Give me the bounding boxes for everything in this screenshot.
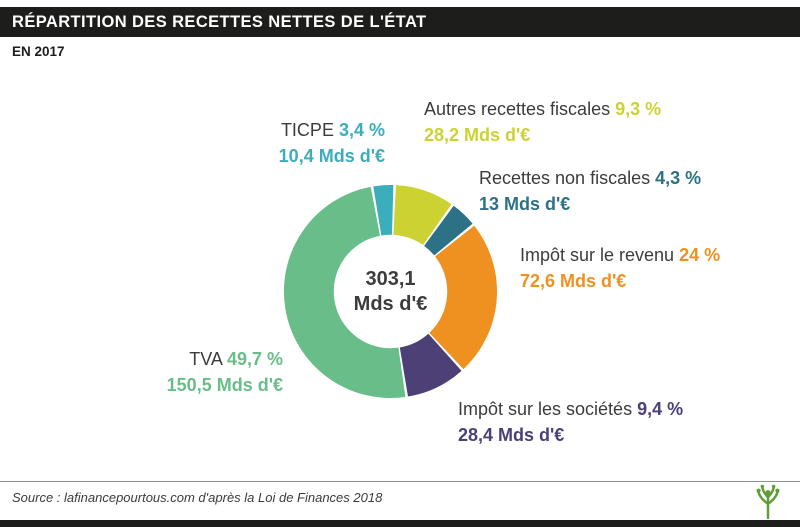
donut-slice-imp-t-sur-le-revenu [429,225,498,370]
slice-name: Recettes non fiscales [479,168,651,188]
donut-svg [283,184,498,399]
slice-label-tva: TVA 49,7 % 150,5 Mds d'€ [167,346,283,398]
donut-slice-recettes-non-fiscales [424,205,473,256]
donut-slice-tva [283,186,406,399]
slice-label-recettes-non-fiscales: Recettes non fiscales 4,3 % 13 Mds d'€ [479,165,701,217]
label-line: Autres recettes fiscales 9,3 % [424,96,661,122]
slice-percent: 3,4 % [338,120,385,140]
donut-slice-ticpe [373,184,394,236]
label-line: TVA 49,7 % [167,346,283,372]
tree-icon [756,484,780,519]
label-line: Impôt sur les sociétés 9,4 % [458,396,683,422]
slice-percent: 9,4 % [637,399,684,419]
slice-label-impot-sur-le-revenu: Impôt sur le revenu 24 % 72,6 Mds d'€ [520,242,720,294]
slice-name: Autres recettes fiscales [424,99,611,119]
slice-amount: 72,6 Mds d'€ [520,271,627,291]
donut-chart: 303,1 Mds d'€ [283,184,498,399]
slice-percent: 24 % [679,245,721,265]
slice-name: TVA [189,349,222,369]
slice-name: TICPE [280,120,334,140]
slice-percent: 4,3 % [655,168,702,188]
slice-name: Impôt sur le revenu [520,245,675,265]
label-line: Recettes non fiscales 4,3 % [479,165,701,191]
slice-percent: 9,3 % [615,99,662,119]
slice-amount: 150,5 Mds d'€ [166,375,283,395]
label-line: TICPE 3,4 % [279,117,385,143]
header-bar: RÉPARTITION DES RECETTES NETTES DE L'ÉTA… [0,7,800,37]
source-text: Source : lafinancepourtous.com d'après l… [12,490,383,505]
slice-label-ticpe: TICPE 3,4 % 10,4 Mds d'€ [279,117,385,169]
slice-name: Impôt sur les sociétés [458,399,633,419]
slice-amount: 10,4 Mds d'€ [278,146,385,166]
donut-slice-autres-recettes-fiscales [393,185,452,246]
page-subtitle: EN 2017 [12,44,65,59]
donut-slice-imp-t-sur-les-soci-t-s [399,333,462,397]
label-line: Impôt sur le revenu 24 % [520,242,720,268]
slice-amount: 28,4 Mds d'€ [458,425,565,445]
page-title: RÉPARTITION DES RECETTES NETTES DE L'ÉTA… [12,12,427,31]
bottom-bar [0,520,800,527]
slice-amount: 13 Mds d'€ [479,194,571,214]
slice-percent: 49,7 % [226,349,283,369]
slice-label-impot-sur-les-societes: Impôt sur les sociétés 9,4 % 28,4 Mds d'… [458,396,683,448]
slice-amount: 28,2 Mds d'€ [424,125,531,145]
slice-label-autres-recettes-fiscales: Autres recettes fiscales 9,3 % 28,2 Mds … [424,96,661,148]
footer-divider [0,481,800,482]
